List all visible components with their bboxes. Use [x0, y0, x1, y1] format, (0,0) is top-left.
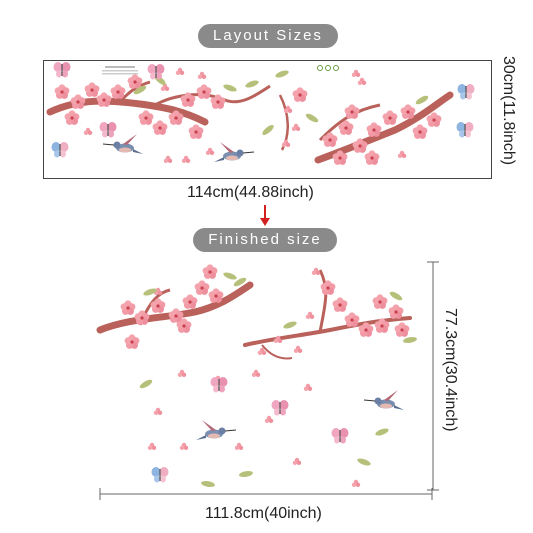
down-arrow-icon: [260, 205, 270, 226]
layout-sizes-badge: Layout Sizes: [198, 24, 338, 48]
sheet-width-label: 114cm(44.88inch): [187, 184, 314, 201]
finished-width-dimension: [99, 488, 433, 500]
finished-artwork: [96, 264, 418, 488]
finished-size-badge: Finished size: [193, 228, 337, 252]
sheet-artwork: [46, 62, 475, 165]
finished-width-label: 111.8cm(40inch): [205, 505, 322, 522]
finished-height-dimension: [427, 261, 439, 491]
